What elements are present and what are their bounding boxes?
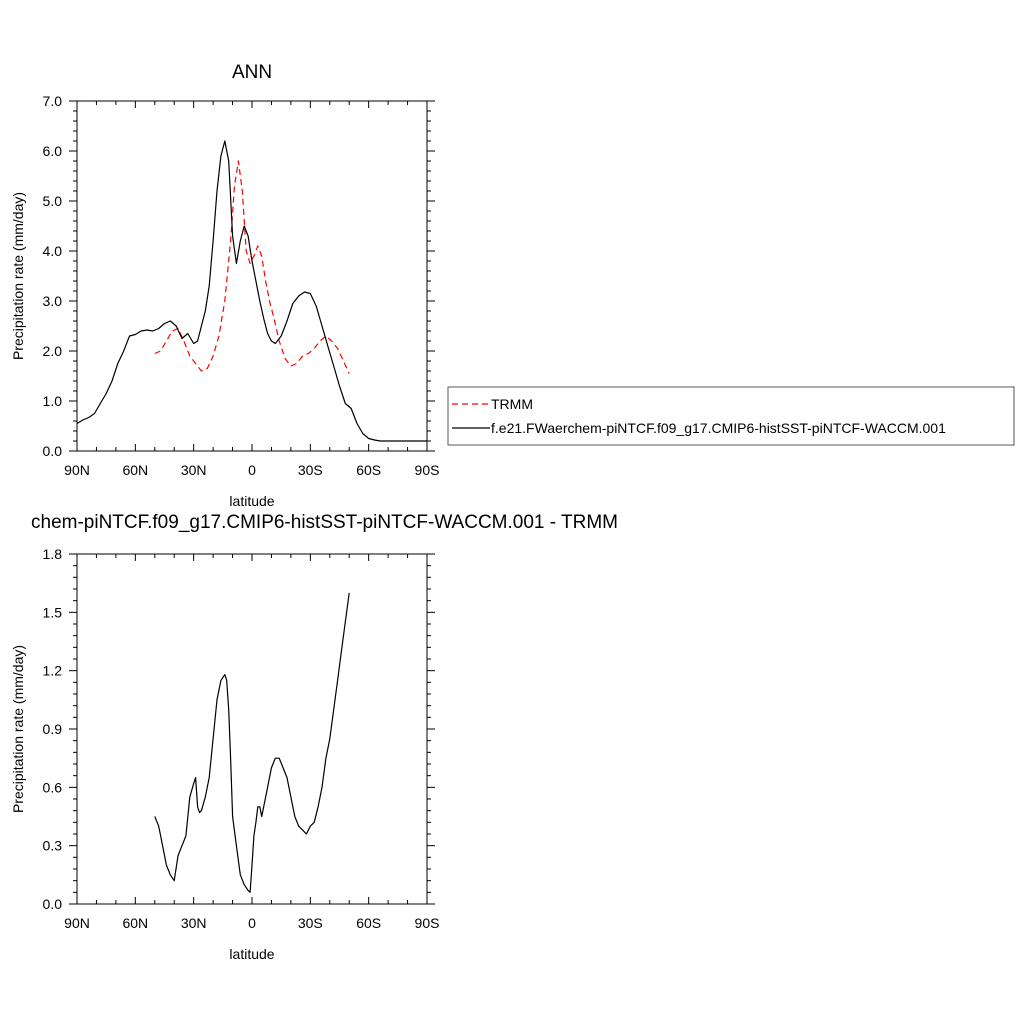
svg-text:Precipitation rate (mm/day): Precipitation rate (mm/day) <box>10 645 26 813</box>
bottom-x-tick-label: 60S <box>356 915 381 931</box>
top-series <box>76 140 427 442</box>
bottom-x-tick-label: 30N <box>181 915 207 931</box>
bottom-y-tick-label: 1.2 <box>43 663 63 679</box>
bottom-chart-title: chem-piNTCF.f09_g17.CMIP6-histSST-piNTCF… <box>31 512 618 533</box>
bottom-x-axis-label: latitude <box>229 946 274 962</box>
bottom-x-tick-label: 30S <box>298 915 323 931</box>
bottom-y-tick-label: 1.5 <box>43 604 63 620</box>
top-x-tick-label: 0 <box>248 462 256 478</box>
top-x-tick-label: 90S <box>415 462 440 478</box>
top-ticks: 90N 60N 30N 0 30S 60S 90S 0.0 1.0 2.0 3.0 4.0 5.0 6.0… <box>43 93 440 478</box>
bottom-y-tick-label: 1.8 <box>43 546 63 562</box>
top-y-tick-label: 6.0 <box>43 143 63 159</box>
legend-box <box>447 386 1015 446</box>
top-x-tick-label: 60N <box>122 462 148 478</box>
top-chart-title: ANN <box>232 62 272 83</box>
bottom-series <box>154 592 350 893</box>
bottom-series-line-0 <box>154 592 350 893</box>
bottom-ticks: 90N 60N 30N 0 30S 60S 90S 0.0 0.3 0.6 0.9 1.2 1.5 1.8 <box>43 546 440 931</box>
bottom-y-tick-label: 0.9 <box>43 721 63 737</box>
top-y-tick-label: 1.0 <box>43 393 63 409</box>
bottom-x-tick-label: 0 <box>248 915 256 931</box>
bottom-y-tick-label: 0.0 <box>43 896 63 912</box>
top-y-tick-label: 4.0 <box>43 243 63 259</box>
bottom-y-axis-label: Precipitation rate (mm/day) <box>10 645 26 813</box>
top-series-line-1 <box>76 140 427 442</box>
bottom-x-tick-label: 60N <box>122 915 148 931</box>
bottom-y-tick-label: 0.3 <box>43 838 63 854</box>
top-y-tick-label: 2.0 <box>43 343 63 359</box>
top-x-tick-label: 90N <box>64 462 90 478</box>
top-y-tick-label: 7.0 <box>43 93 63 109</box>
bottom-x-tick-label: 90S <box>415 915 440 931</box>
top-y-axis-label: Precipitation rate (mm/day) <box>10 192 26 360</box>
bottom-plot: chem-piNTCF.f09_g17.CMIP6-histSST-piNTCF… <box>10 512 618 962</box>
top-x-tick-label: 30S <box>298 462 323 478</box>
top-x-tick-label: 30N <box>181 462 207 478</box>
bottom-y-tick-label: 0.6 <box>43 779 63 795</box>
legend: TRMM f.e21.FWaerchem-piNTCF.f09_g17.CMIP… <box>447 386 1015 446</box>
top-y-tick-label: 0.0 <box>43 443 63 459</box>
top-x-tick-label: 60S <box>356 462 381 478</box>
legend-label-model: f.e21.FWaerchem-piNTCF.f09_g17.CMIP6-his… <box>491 420 946 436</box>
bottom-plot-frame <box>76 553 428 905</box>
top-y-tick-label: 3.0 <box>43 293 63 309</box>
top-plot-frame <box>76 100 428 452</box>
bottom-x-tick-label: 90N <box>64 915 90 931</box>
top-x-axis-label: latitude <box>229 493 274 509</box>
legend-label-trmm: TRMM <box>491 396 533 412</box>
top-y-tick-label: 5.0 <box>43 193 63 209</box>
svg-text:Precipitation rate (mm/day): Precipitation rate (mm/day) <box>10 192 26 360</box>
top-series-line-0 <box>154 160 350 374</box>
top-plot: ANN Precipitation rate (mm/day) latitude… <box>10 62 439 509</box>
